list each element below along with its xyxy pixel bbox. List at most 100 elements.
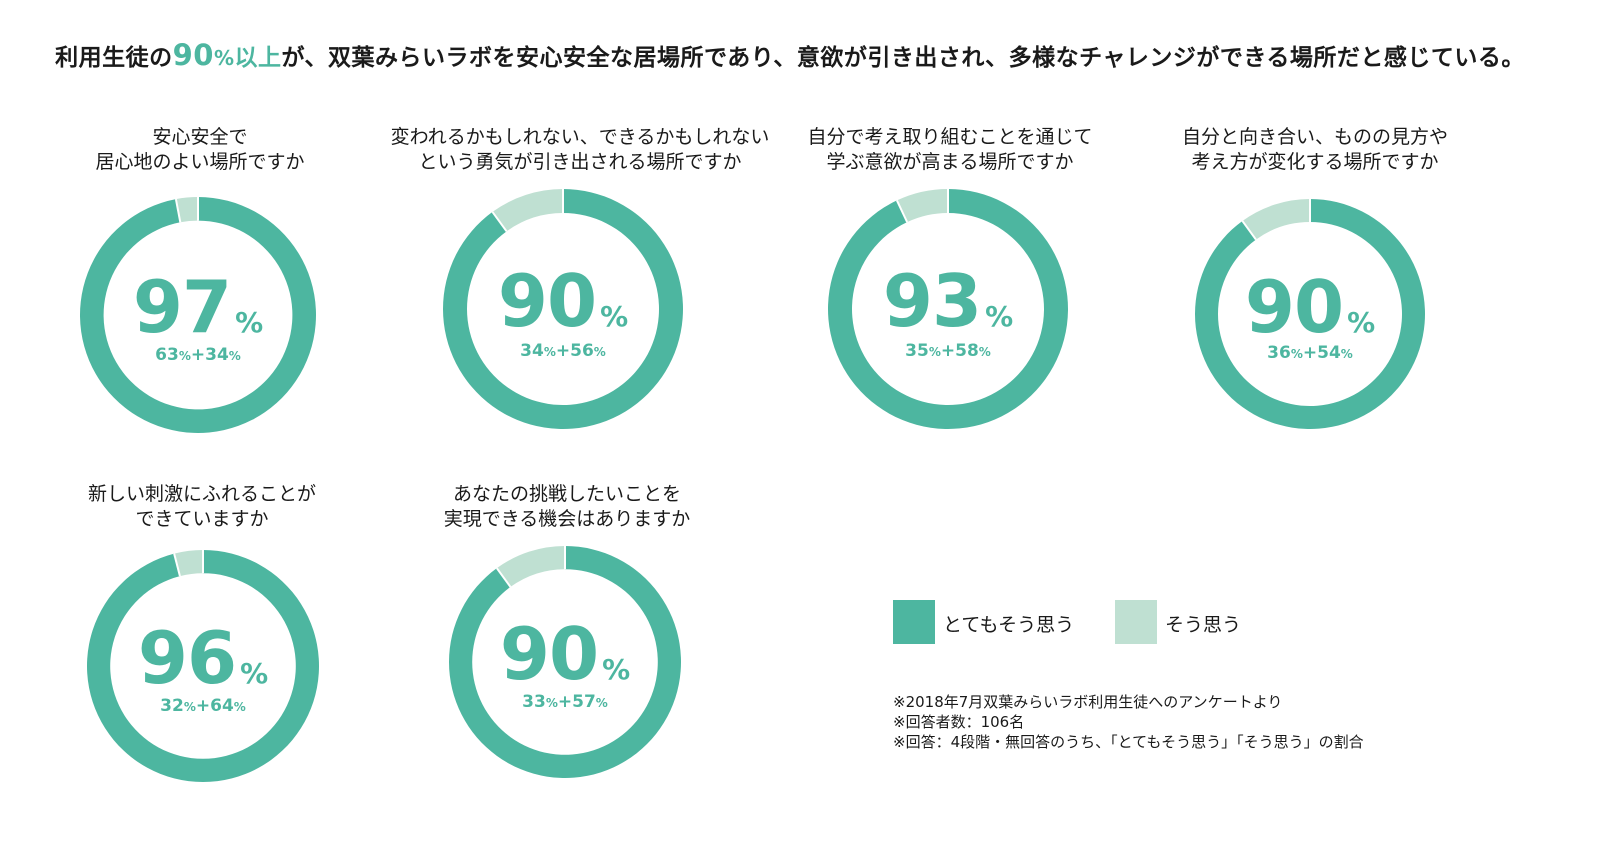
breakdown-somewhat: +34 bbox=[190, 345, 229, 365]
question-title: 自分と向き合い、ものの見方や 考え方が変化する場所ですか bbox=[1135, 125, 1495, 175]
question-line-2: 居心地のよい場所ですか bbox=[95, 151, 305, 173]
breakdown-very-much: 63 bbox=[155, 345, 179, 365]
total-percentage: 90% bbox=[1195, 265, 1425, 349]
question-line-2: 学ぶ意欲が高まる場所ですか bbox=[826, 151, 1074, 173]
donut-chart: 93% 35%+58% bbox=[828, 189, 1068, 429]
question-line-2: 考え方が変化する場所ですか bbox=[1191, 151, 1439, 173]
breakdown-somewhat: +54 bbox=[1302, 343, 1341, 363]
total-unit: % bbox=[240, 657, 269, 690]
survey-notes: ※2018年7月双葉みらいラボ利用生徒へのアンケートより ※回答者数：106名 … bbox=[893, 692, 1364, 752]
question-line-2: という勇気が引き出される場所ですか bbox=[418, 151, 742, 173]
breakdown: 63%+34% bbox=[80, 345, 316, 365]
breakdown-unit: % bbox=[1340, 347, 1353, 361]
question-title: 変われるかもしれない、できるかもしれない という勇気が引き出される場所ですか bbox=[385, 125, 775, 175]
breakdown-unit: % bbox=[595, 696, 608, 710]
segment-remainder bbox=[175, 197, 198, 223]
total-percentage: 90% bbox=[449, 612, 681, 696]
total-unit: % bbox=[602, 653, 631, 686]
donut-svg bbox=[449, 546, 681, 778]
donut-chart: 96% 32%+64% bbox=[86, 550, 319, 782]
total-percentage: 96% bbox=[87, 616, 319, 700]
donut-chart: 90% 36%+54% bbox=[1195, 199, 1425, 429]
question-title: 自分で考え取り組むことを通じて 学ぶ意欲が高まる場所ですか bbox=[770, 125, 1130, 175]
total-value: 93 bbox=[882, 259, 982, 343]
segment-remainder bbox=[1242, 199, 1310, 240]
breakdown-somewhat: +58 bbox=[940, 341, 979, 361]
breakdown-unit: % bbox=[593, 345, 606, 359]
headline-number: 90 bbox=[172, 38, 214, 72]
note-respondents: ※回答者数：106名 bbox=[893, 713, 1025, 731]
donut-svg bbox=[86, 550, 319, 782]
donut-svg bbox=[79, 197, 316, 433]
question-title: あなたの挑戦したいことを 実現できる機会はありますか bbox=[387, 482, 747, 532]
segment-separator bbox=[1241, 220, 1257, 241]
donut-chart: 90% 34%+56% bbox=[442, 189, 683, 429]
breakdown-very-much: 34 bbox=[520, 341, 544, 361]
total-unit: % bbox=[985, 300, 1014, 333]
question-line-2: できていますか bbox=[135, 508, 269, 530]
donut-svg bbox=[442, 189, 683, 429]
total-unit: % bbox=[1347, 306, 1376, 339]
page-headline: 利用生徒の90%以上が、双葉みらいラボを安心安全な居場所であり、意欲が引き出され… bbox=[0, 38, 1580, 72]
breakdown-very-much: 35 bbox=[905, 341, 929, 361]
total-value: 97 bbox=[132, 265, 232, 349]
breakdown-very-much: 33 bbox=[522, 692, 546, 712]
breakdown-unit: % bbox=[178, 349, 191, 363]
headline-mid: 以上 bbox=[234, 45, 282, 71]
headline-suffix: が、双葉みらいラボを安心安全な居場所であり、意欲が引き出され、多様なチャレンジが… bbox=[281, 45, 1525, 71]
donut-chart: 97% 63%+34% bbox=[79, 197, 316, 433]
breakdown-somewhat: +57 bbox=[557, 692, 596, 712]
breakdown-unit: % bbox=[233, 700, 246, 714]
breakdown-unit: % bbox=[1290, 347, 1303, 361]
legend-label-very-much: とてもそう思う bbox=[943, 614, 1075, 636]
breakdown-unit: % bbox=[228, 349, 241, 363]
segment-separator bbox=[174, 198, 182, 223]
segment-remainder bbox=[496, 546, 565, 587]
total-unit: % bbox=[235, 306, 264, 339]
donut-chart: 90% 33%+57% bbox=[449, 546, 681, 778]
segment-remainder bbox=[896, 189, 948, 223]
question-line-1: 新しい刺激にふれることが bbox=[87, 483, 316, 505]
question-line-1: 変われるかもしれない、できるかもしれない bbox=[390, 126, 770, 148]
total-value: 96 bbox=[137, 616, 237, 700]
legend-swatch-somewhat bbox=[1115, 600, 1157, 644]
breakdown-somewhat: +64 bbox=[195, 696, 234, 716]
donut-svg bbox=[828, 189, 1068, 429]
breakdown-unit: % bbox=[545, 696, 558, 710]
question-line-1: 自分で考え取り組むことを通じて bbox=[807, 126, 1093, 148]
total-percentage: 90% bbox=[443, 259, 683, 343]
breakdown-very-much: 32 bbox=[160, 696, 184, 716]
legend-label-somewhat: そう思う bbox=[1165, 614, 1242, 636]
headline-prefix: 利用生徒の bbox=[55, 45, 173, 71]
note-method: ※回答：4段階・無回答のうち、「とてもそう思う」「そう思う」の割合 bbox=[893, 733, 1364, 751]
question-line-1: 自分と向き合い、ものの見方や bbox=[1181, 126, 1448, 148]
total-value: 90 bbox=[497, 259, 597, 343]
segment-separator bbox=[173, 553, 181, 577]
total-value: 90 bbox=[1244, 265, 1344, 349]
total-unit: % bbox=[600, 300, 629, 333]
breakdown: 32%+64% bbox=[87, 696, 319, 716]
breakdown: 35%+58% bbox=[828, 341, 1068, 361]
total-percentage: 93% bbox=[828, 259, 1068, 343]
total-percentage: 97% bbox=[80, 265, 316, 349]
question-line-1: 安心安全で bbox=[152, 126, 248, 148]
note-source: ※2018年7月双葉みらいラボ利用生徒へのアンケートより bbox=[893, 693, 1283, 711]
breakdown-somewhat: +56 bbox=[555, 341, 594, 361]
question-line-2: 実現できる機会はありますか bbox=[443, 508, 691, 530]
question-title: 新しい刺激にふれることが できていますか bbox=[22, 482, 382, 532]
breakdown: 36%+54% bbox=[1195, 343, 1425, 363]
segment-remainder bbox=[174, 550, 203, 577]
breakdown-unit: % bbox=[928, 345, 941, 359]
headline-percent: % bbox=[213, 46, 235, 70]
question-line-1: あなたの挑戦したいことを bbox=[452, 483, 681, 505]
breakdown-unit: % bbox=[543, 345, 556, 359]
total-value: 90 bbox=[499, 612, 599, 696]
question-title: 安心安全で 居心地のよい場所ですか bbox=[20, 125, 380, 175]
segment-separator bbox=[896, 199, 909, 223]
segment-separator bbox=[491, 211, 508, 232]
breakdown-very-much: 36 bbox=[1267, 343, 1291, 363]
segment-remainder bbox=[492, 189, 563, 232]
breakdown: 33%+57% bbox=[449, 692, 681, 712]
breakdown-unit: % bbox=[183, 700, 196, 714]
breakdown-unit: % bbox=[978, 345, 991, 359]
